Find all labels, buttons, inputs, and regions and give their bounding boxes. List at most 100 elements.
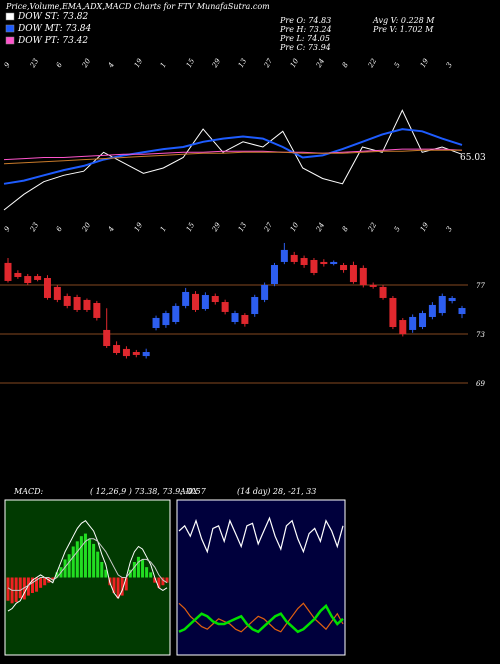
candle-body — [251, 296, 259, 315]
histogram-bar — [112, 577, 116, 593]
panel-subtitle: (14 day) 28, -21, 33 — [237, 487, 316, 496]
histogram-bar — [120, 577, 124, 596]
histogram-bar — [83, 533, 87, 578]
legend-label: DOW ST: 73.82 — [17, 12, 88, 22]
candle-body — [330, 261, 338, 265]
candle-body — [93, 302, 101, 318]
candle-body — [34, 276, 42, 280]
legend-label: DOW MT: 73.84 — [17, 24, 92, 34]
candle-body — [201, 295, 209, 310]
candle-body — [369, 284, 377, 287]
candle-body — [73, 296, 81, 310]
histogram-bar — [63, 559, 67, 578]
info-text: Pre C: 73.94 — [279, 43, 331, 52]
x-tick-label: 8 — [341, 225, 350, 233]
candle-body — [4, 262, 12, 281]
candle-body — [211, 296, 219, 303]
info-text: Pre H: 73.24 — [279, 25, 332, 34]
candle-body — [261, 284, 269, 300]
histogram-bar — [43, 577, 47, 586]
histogram-bar — [136, 556, 140, 578]
legend-label: DOW PT: 73.42 — [17, 36, 88, 46]
histogram-bar — [14, 577, 18, 603]
x-tick-label: 15 — [185, 221, 197, 233]
candle-body — [53, 286, 61, 300]
histogram-bar — [67, 554, 71, 578]
x-tick-label: 6 — [55, 225, 64, 233]
candle-body — [142, 352, 150, 357]
candle-body — [132, 352, 140, 355]
histogram-bar — [165, 577, 169, 583]
x-tick-label: 6 — [55, 61, 64, 69]
panel-subtitle: ( 12,26,9 ) 73.38, 73.9, -0.57 — [90, 487, 207, 496]
histogram-bar — [132, 562, 136, 578]
page-title: Price,Volume,EMA,ADX,MACD Charts for FTV… — [5, 2, 270, 11]
histogram-bar — [116, 577, 120, 599]
ema-line — [3, 149, 462, 165]
candle-body — [389, 297, 397, 328]
candle-body — [172, 305, 180, 322]
histogram-bar — [39, 577, 43, 588]
candle-body — [270, 265, 278, 285]
histogram-bar — [153, 577, 157, 583]
x-tick-label: 4 — [106, 61, 116, 70]
adx-line — [178, 516, 344, 554]
x-tick-label: 1 — [159, 61, 168, 69]
candle-body — [24, 276, 32, 284]
candle-body — [300, 258, 308, 266]
ema-line — [3, 109, 463, 211]
x-tick-label: 9 — [3, 225, 12, 233]
candle-body — [428, 304, 436, 317]
histogram-bar — [51, 577, 55, 581]
x-tick-label: 13 — [237, 221, 249, 233]
histogram-bar — [26, 577, 30, 596]
candle-body — [419, 313, 427, 328]
histogram-bar — [100, 562, 104, 578]
histogram-bar — [6, 577, 10, 601]
adx-line — [178, 602, 344, 633]
histogram-bar — [18, 577, 22, 599]
candle-body — [409, 316, 417, 330]
x-tick-label: 19 — [133, 57, 145, 69]
candle-body — [320, 261, 328, 265]
x-tick-label: 19 — [419, 57, 431, 69]
x-tick-label: 8 — [341, 61, 350, 69]
histogram-bar — [149, 572, 153, 578]
y-tick-label: 69 — [476, 380, 485, 388]
x-tick-label: 15 — [185, 57, 197, 69]
panel-title: ADX — [179, 487, 198, 496]
histogram-bar — [75, 541, 79, 578]
x-tick-label: 5 — [393, 61, 402, 69]
histogram-bar — [79, 536, 83, 578]
x-tick-label: 9 — [3, 61, 12, 69]
x-tick-label: 24 — [314, 57, 326, 70]
candle-body — [43, 277, 51, 298]
candle-body — [359, 267, 367, 285]
annotation: 65.03 — [460, 153, 486, 163]
candle-body — [458, 308, 466, 315]
histogram-bar — [92, 543, 96, 578]
candle-body — [399, 320, 407, 334]
y-tick-label: 77 — [476, 282, 485, 290]
histogram-bar — [35, 577, 39, 592]
candle-body — [221, 302, 229, 312]
candle-body — [63, 296, 71, 306]
histogram-bar — [71, 546, 75, 578]
panel-title: MACD: — [13, 487, 44, 496]
histogram-bar — [55, 572, 59, 578]
candle-body — [103, 329, 111, 347]
candle-body — [349, 265, 357, 283]
ema-line — [3, 148, 463, 161]
histogram-bar — [88, 538, 92, 578]
info-text: Pre L: 74.05 — [279, 34, 330, 43]
candle-body — [14, 272, 22, 278]
candle-body — [340, 265, 348, 271]
x-tick-label: 10 — [289, 221, 301, 233]
candle-body — [152, 317, 160, 328]
info-text: Avg V: 0.228 M — [372, 16, 435, 25]
candle-body — [231, 313, 239, 322]
legend-swatch — [5, 12, 15, 21]
candle-body — [182, 291, 190, 306]
histogram-bar — [145, 567, 149, 578]
